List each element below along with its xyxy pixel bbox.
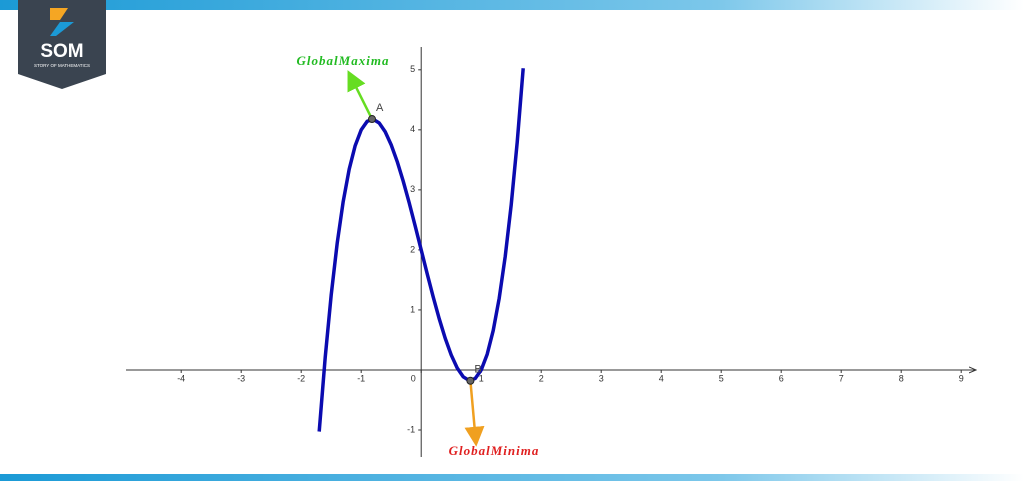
x-tick-label: 0 xyxy=(411,373,416,383)
point-label: A xyxy=(376,102,384,114)
x-tick-label: 4 xyxy=(659,373,664,383)
y-tick-label: 3 xyxy=(410,184,415,194)
x-tick-label: 1 xyxy=(479,373,484,383)
curve xyxy=(317,68,525,432)
bottom-band xyxy=(0,474,1024,481)
x-tick-label: 5 xyxy=(719,373,724,383)
x-tick-label: -4 xyxy=(177,373,185,383)
x-tick-label: 8 xyxy=(899,373,904,383)
max-arrow xyxy=(347,70,374,120)
annotation: GlobalMinima xyxy=(449,443,540,458)
x-tick-label: 9 xyxy=(959,373,964,383)
y-tick-label: 4 xyxy=(410,124,415,134)
logo-icon xyxy=(50,22,74,36)
x-tick-label: -1 xyxy=(357,373,365,383)
top-band xyxy=(0,0,1024,10)
x-tick-label: -2 xyxy=(297,373,305,383)
x-tick-label: 2 xyxy=(539,373,544,383)
x-tick-label: 3 xyxy=(599,373,604,383)
min-arrow xyxy=(464,380,485,447)
x-tick-label: 6 xyxy=(779,373,784,383)
logo-subtext: STORY OF MATHEMATICS xyxy=(34,63,90,68)
critical-point xyxy=(368,115,376,124)
logo: SOM STORY OF MATHEMATICS xyxy=(18,0,106,89)
critical-point xyxy=(466,376,475,385)
x-tick-label: 7 xyxy=(839,373,844,383)
point-label: B xyxy=(474,364,481,376)
y-tick-label: 1 xyxy=(410,304,415,314)
x-tick-label: -3 xyxy=(237,373,245,383)
annotation: GlobalMaxima xyxy=(297,53,390,68)
y-tick-label: -1 xyxy=(407,424,415,434)
logo-icon xyxy=(50,8,68,20)
y-tick-label: 5 xyxy=(410,64,415,74)
y-tick-label: 2 xyxy=(410,244,415,254)
chart: -4 -3 -2 -1 0 1 2 3 4 5 6 7 8 9 -1 1 2 3 4 5 A B GlobalMaxima G… xyxy=(126,47,975,458)
logo-text: SOM xyxy=(40,41,83,62)
plot-area xyxy=(317,68,525,432)
logo-badge xyxy=(18,0,106,89)
